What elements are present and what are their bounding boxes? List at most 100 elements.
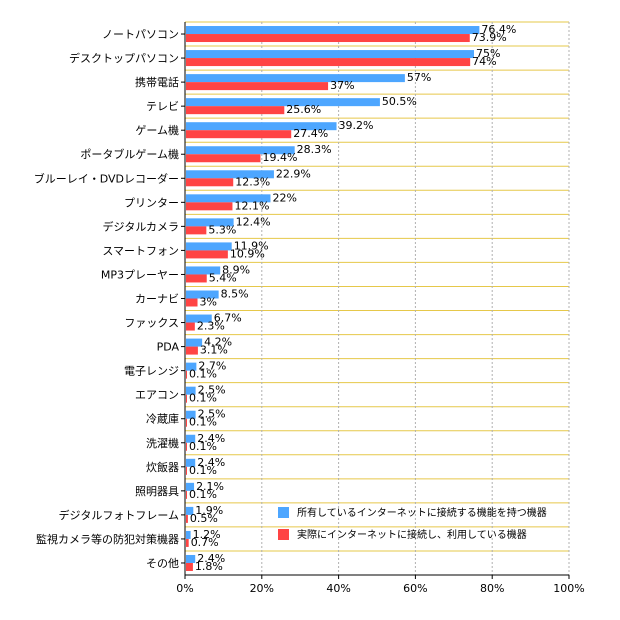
category-label: 電子レンジ xyxy=(124,365,179,378)
category-label: 炊飯器 xyxy=(146,460,179,474)
category-label: カーナビ xyxy=(135,293,179,306)
legend-series-1-swatch xyxy=(278,529,289,540)
data-label-series-0: 11.9% xyxy=(234,239,269,252)
x-tick-label: 60% xyxy=(403,582,427,595)
bar-series-0 xyxy=(186,170,274,179)
bar-series-1 xyxy=(186,154,261,163)
bar-series-1 xyxy=(186,442,187,451)
category-label: 洗濯機 xyxy=(146,436,179,450)
bar-series-1 xyxy=(186,538,189,547)
data-label-series-1: 0.7% xyxy=(191,536,219,549)
category-label: エアコン xyxy=(135,389,179,402)
data-label-series-0: 6.7% xyxy=(214,312,242,325)
bar-series-1 xyxy=(186,490,187,499)
data-label-series-0: 8.9% xyxy=(222,263,250,276)
legend-series-0-swatch xyxy=(278,507,289,518)
bar-series-1 xyxy=(186,34,470,43)
category-label: 照明器具 xyxy=(135,485,179,498)
bar-series-0 xyxy=(186,506,194,515)
category-label: デジタルカメラ xyxy=(103,219,179,233)
bar-series-0 xyxy=(186,266,221,275)
data-label-series-1: 3% xyxy=(200,296,217,309)
bar-series-1 xyxy=(186,250,228,259)
category-label: 携帯電話 xyxy=(135,75,179,89)
data-label-series-1: 0.1% xyxy=(189,416,217,429)
bar-series-0 xyxy=(186,218,234,227)
bar-series-0 xyxy=(186,122,337,131)
x-tick-label: 80% xyxy=(480,582,504,595)
bar-series-0 xyxy=(186,554,196,563)
legend-series-0-label: 所有しているインターネットに接続する機能を持つ機器 xyxy=(297,506,547,519)
data-label-series-0: 12.4% xyxy=(236,215,271,228)
bar-series-1 xyxy=(186,274,207,283)
data-label-series-0: 22% xyxy=(272,191,296,204)
bar-series-1 xyxy=(186,298,198,307)
x-tick-label: 0% xyxy=(176,582,193,595)
bar-series-1 xyxy=(186,106,285,115)
category-label: テレビ xyxy=(146,100,179,113)
data-label-series-0: 2.4% xyxy=(197,552,225,565)
data-label-series-1: 0.1% xyxy=(189,488,217,501)
data-label-series-0: 2.5% xyxy=(198,384,226,397)
bars xyxy=(186,26,480,571)
data-label-series-1: 19.4% xyxy=(262,151,297,164)
bar-series-1 xyxy=(186,394,187,403)
data-label-series-1: 0.1% xyxy=(189,368,217,381)
bar-series-0 xyxy=(186,26,480,35)
category-label: 監視カメラ等の防犯対策機器 xyxy=(36,532,179,546)
data-label-series-0: 4.2% xyxy=(204,336,232,349)
bar-series-1 xyxy=(186,370,187,379)
data-label-series-1: 0.1% xyxy=(189,440,217,453)
bar-series-0 xyxy=(186,290,219,299)
data-label-series-0: 2.1% xyxy=(196,480,224,493)
axes: 0% 20% 40% 60% 80% 100% xyxy=(176,22,585,595)
x-tick-label: 100% xyxy=(553,582,584,595)
data-label-series-0: 2.5% xyxy=(198,408,226,421)
data-label-series-1: 5.3% xyxy=(208,223,236,236)
data-label-series-0: 75% xyxy=(476,47,500,60)
data-label-series-1: 73.9% xyxy=(472,31,507,44)
bar-series-0 xyxy=(186,410,196,419)
data-label-series-1: 0.5% xyxy=(190,512,218,525)
data-label-series-1: 10.9% xyxy=(230,247,265,260)
bar-series-0 xyxy=(186,458,196,467)
data-label-series-0: 8.5% xyxy=(221,288,249,301)
data-label-series-1: 25.6% xyxy=(286,103,321,116)
data-label-series-0: 76.4% xyxy=(481,23,516,36)
category-label: ゲーム機 xyxy=(135,123,179,137)
x-tick-label: 40% xyxy=(326,582,350,595)
bar-series-1 xyxy=(186,58,471,67)
data-label-series-0: 2.4% xyxy=(197,432,225,445)
data-label-series-0: 39.2% xyxy=(339,119,374,132)
bar-series-0 xyxy=(186,146,295,155)
category-label: デスクトップパソコン xyxy=(69,51,179,65)
data-label-series-0: 1.9% xyxy=(195,504,223,517)
category-label: 冷蔵庫 xyxy=(146,412,179,426)
bar-series-1 xyxy=(186,226,207,235)
data-label-series-1: 2.3% xyxy=(197,320,225,333)
bar-series-0 xyxy=(186,50,474,59)
data-label-series-1: 12.3% xyxy=(235,175,270,188)
category-label: ファックス xyxy=(124,317,179,330)
bar-series-1 xyxy=(186,514,188,523)
bar-series-0 xyxy=(186,362,197,371)
data-label-series-1: 27.4% xyxy=(293,127,328,140)
bar-series-1 xyxy=(186,322,195,331)
grid-lines xyxy=(185,21,570,576)
bar-series-1 xyxy=(186,466,187,475)
bar-series-0 xyxy=(186,314,212,323)
category-label: スマートフォン xyxy=(102,244,179,257)
data-label-series-0: 22.9% xyxy=(276,167,311,180)
bar-series-1 xyxy=(186,202,233,211)
bar-series-1 xyxy=(186,346,198,355)
data-label-series-1: 3.1% xyxy=(200,344,228,357)
category-label: プリンター xyxy=(124,196,179,209)
data-label-series-0: 2.7% xyxy=(198,360,226,373)
bar-series-0 xyxy=(186,482,195,491)
category-label: ブルーレイ・DVDレコーダー xyxy=(34,171,179,185)
bar-series-1 xyxy=(186,82,329,91)
data-label-series-0: 1.2% xyxy=(193,528,221,541)
category-label: ポータブルゲーム機 xyxy=(80,147,179,161)
data-label-series-0: 28.3% xyxy=(297,143,332,156)
